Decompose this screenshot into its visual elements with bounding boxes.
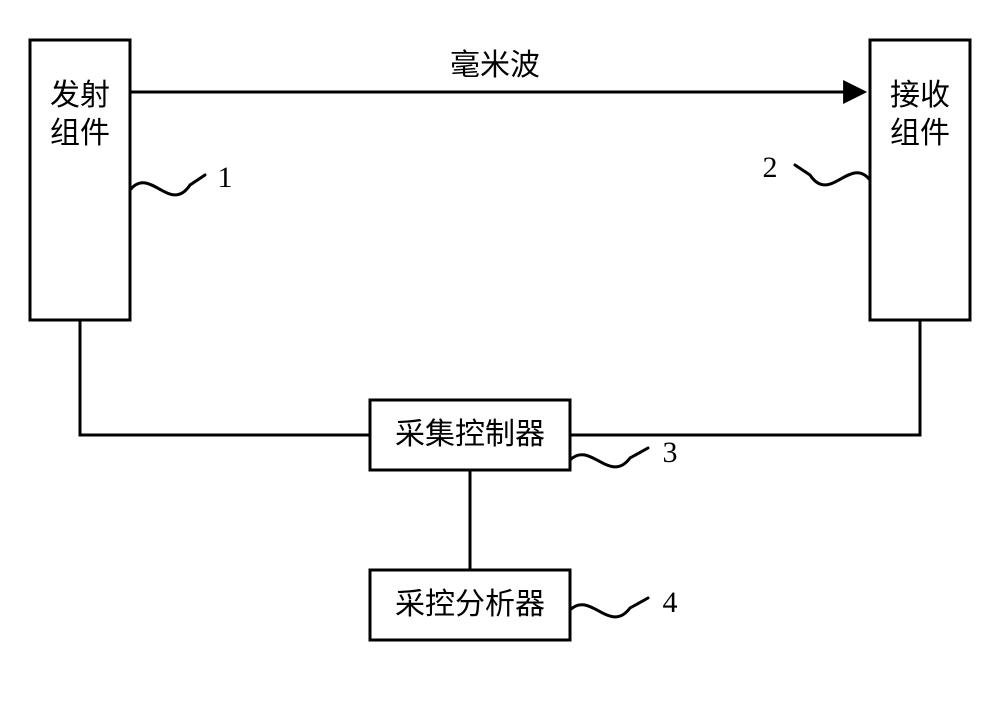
ref-2-number: 2: [763, 151, 778, 184]
ref-1-number: 1: [218, 161, 233, 194]
collector-label: 采集控制器: [395, 418, 545, 451]
mm-wave-arrowhead: [844, 81, 866, 103]
connector-tx-collector: [80, 320, 370, 435]
ref-3-number: 3: [663, 436, 678, 469]
mm-wave-label: 毫米波: [450, 49, 540, 82]
analyzer-label: 采控分析器: [395, 588, 545, 621]
connector-rx-collector: [570, 320, 920, 435]
receiver-label-1: 接收: [890, 79, 950, 112]
ref-1-leader: [130, 175, 205, 195]
ref-2-leader: [795, 165, 870, 185]
ref-3-leader: [570, 448, 648, 467]
transmitter-label-1: 发射: [50, 79, 110, 112]
ref-4-leader: [570, 598, 648, 617]
receiver-label-2: 组件: [890, 117, 950, 150]
ref-4-number: 4: [663, 586, 678, 619]
transmitter-label-2: 组件: [50, 117, 110, 150]
